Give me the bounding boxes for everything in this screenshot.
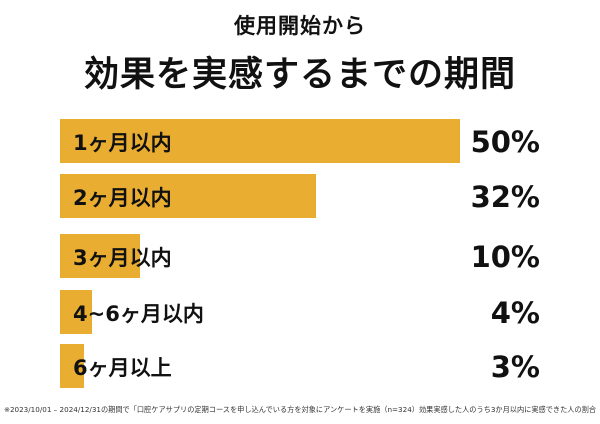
category-label-4: 4~6ヶ月以内 <box>73 302 204 326</box>
category-label-2: 2ヶ月以内 <box>73 186 172 210</box>
value-label-2: 32% <box>471 180 540 214</box>
bar-3 <box>60 234 140 278</box>
value-label-1: 50% <box>471 125 540 159</box>
bar-1 <box>60 119 460 163</box>
footnote: ※2023/10/01 – 2024/12/31の期間で「口腔ケアサプリの定期コ… <box>3 405 597 414</box>
value-label-3: 10% <box>471 240 540 274</box>
bar-4 <box>60 290 92 334</box>
bar-2 <box>60 174 316 218</box>
bar-5 <box>60 344 84 388</box>
chart-title-line-2: 効果を実感するまでの期間 <box>83 55 516 95</box>
value-label-4: 4% <box>491 296 540 330</box>
category-label-1: 1ヶ月以内 <box>73 131 172 155</box>
chart-title-line-1: 使用開始から <box>234 14 366 38</box>
category-label-3: 3ヶ月以内 <box>73 246 172 270</box>
value-label-5: 3% <box>491 350 540 384</box>
category-label-5: 6ヶ月以上 <box>73 356 172 380</box>
